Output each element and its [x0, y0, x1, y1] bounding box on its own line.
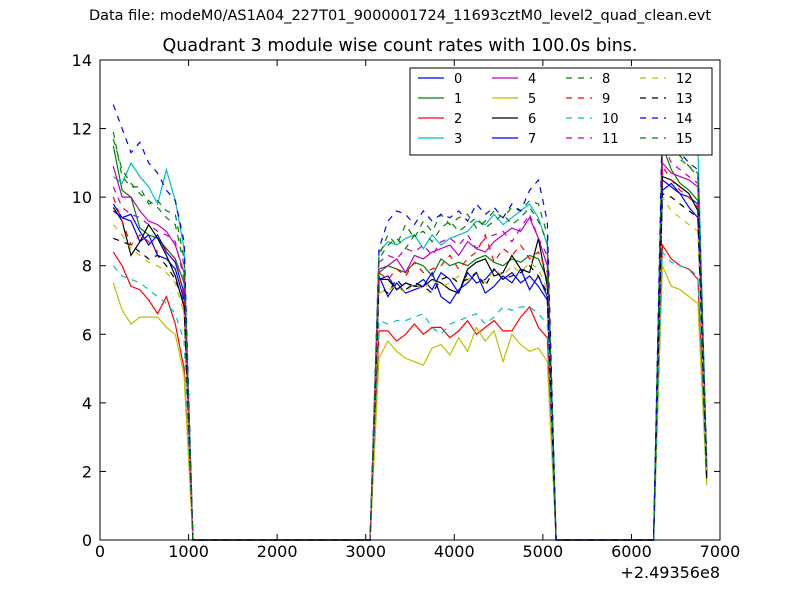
figure-suptitle: Data file: modeM0/AS1A04_227T01_90000017… — [88, 8, 712, 24]
legend-label-14: 14 — [676, 112, 693, 127]
legend-box — [409, 67, 713, 156]
series-12-line — [112, 195, 708, 541]
series-14-line — [112, 104, 708, 541]
x-tick-label: 0 — [95, 542, 105, 561]
legend-label-10: 10 — [602, 112, 619, 127]
legend-label-11: 11 — [602, 132, 619, 147]
series-1-line — [112, 145, 708, 541]
x-tick-label: 4000 — [434, 542, 475, 561]
legend-label-15: 15 — [676, 132, 693, 147]
y-tick-label: 4 — [82, 394, 92, 413]
x-offset-label: +2.49356e8 — [620, 563, 720, 582]
series-5-line — [112, 265, 708, 541]
x-tick-label: 2000 — [257, 542, 298, 561]
y-tick-label: 14 — [72, 51, 92, 70]
x-tick-label: 1000 — [168, 542, 209, 561]
y-tick-label: 10 — [72, 188, 92, 207]
y-tick-label: 0 — [82, 531, 92, 550]
plot-frame — [99, 59, 721, 541]
legend-label-13: 13 — [676, 92, 693, 107]
x-tick-label: 6000 — [611, 542, 652, 561]
legend-label-9: 9 — [602, 92, 610, 107]
legend-label-6: 6 — [528, 112, 536, 127]
series-9-line — [112, 164, 708, 541]
legend-label-4: 4 — [528, 72, 536, 87]
legend-label-3: 3 — [454, 132, 462, 147]
legend-label-5: 5 — [528, 92, 536, 107]
legend-label-2: 2 — [454, 112, 462, 127]
x-tick-label: 3000 — [345, 542, 386, 561]
series-11-line — [112, 142, 708, 541]
y-tick-label: 12 — [72, 120, 92, 139]
y-tick-label: 8 — [82, 257, 92, 276]
series-8-line — [112, 121, 708, 541]
y-tick-label: 6 — [82, 325, 92, 344]
legend-label-0: 0 — [454, 72, 462, 87]
x-tick-label: 7000 — [700, 542, 741, 561]
series-10-line — [112, 250, 708, 541]
legend-label-7: 7 — [528, 132, 536, 147]
series-15-line — [112, 128, 708, 541]
y-tick-label: 2 — [82, 462, 92, 481]
series-2-line — [112, 243, 708, 541]
legend-label-1: 1 — [454, 92, 462, 107]
series-layer — [112, 104, 708, 541]
x-tick-label: 5000 — [522, 542, 563, 561]
chart-title: Quadrant 3 module wise count rates with … — [162, 36, 638, 56]
legend-label-12: 12 — [676, 72, 693, 87]
legend-label-8: 8 — [602, 72, 610, 87]
series-13-line — [113, 192, 708, 541]
